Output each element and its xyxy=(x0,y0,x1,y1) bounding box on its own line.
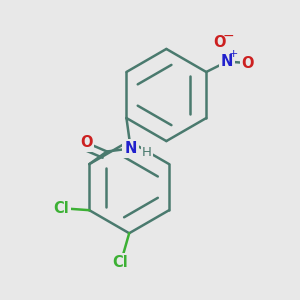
Text: O: O xyxy=(213,35,226,50)
Text: N: N xyxy=(124,141,137,156)
Text: Cl: Cl xyxy=(112,255,128,270)
Text: −: − xyxy=(222,29,234,43)
Text: +: + xyxy=(229,49,238,59)
Text: H: H xyxy=(142,146,152,160)
Text: N: N xyxy=(221,54,233,69)
Text: Cl: Cl xyxy=(53,201,69,216)
Text: O: O xyxy=(242,56,254,70)
Text: O: O xyxy=(80,135,92,150)
